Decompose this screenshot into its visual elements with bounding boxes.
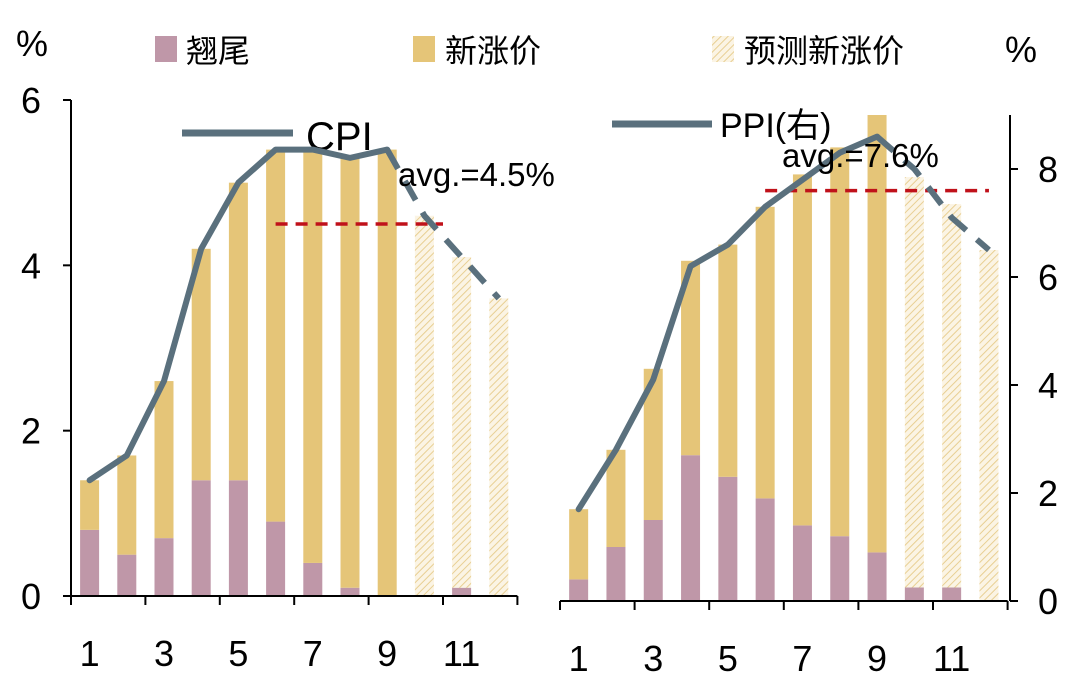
cpi-bar-carryover-3 <box>154 538 174 596</box>
cpi-y-tick-label: 6 <box>21 80 41 121</box>
ppi-bar-forecast-12 <box>979 250 999 601</box>
ppi-y-tick-label: 4 <box>1038 365 1058 406</box>
cpi-bar-carryover-7 <box>303 562 323 596</box>
cpi-bar-forecast-12 <box>489 298 509 596</box>
cpi-x-tick-label: 3 <box>154 633 174 674</box>
ppi-bar-new-increase-1 <box>569 509 589 580</box>
cpi-panel: 1 3 5 7 9 11 0 2 4 6 avg.=4.5% <box>21 80 555 674</box>
cpi-bar-new-increase-8 <box>340 157 360 588</box>
cpi-line-forecast <box>384 148 502 301</box>
cpi-bar-carryover-2 <box>117 554 137 596</box>
ppi-x-tick-label: 9 <box>867 638 887 679</box>
legend-swatch-carryover <box>155 36 177 62</box>
cpi-bar-carryover-11 <box>452 587 472 596</box>
cpi-x-tick-label: 7 <box>303 633 323 674</box>
right-unit-label: % <box>1005 29 1037 70</box>
cpi-avg-label: avg.=4.5% <box>398 156 555 193</box>
ppi-bar-carryover-3 <box>643 520 663 601</box>
cpi-bar-new-increase-5 <box>228 182 248 481</box>
ppi-avg-label: avg.=7.6% <box>782 137 939 174</box>
cpi-bar-forecast-11 <box>452 257 472 588</box>
ppi-bar-carryover-10 <box>904 587 924 601</box>
ppi-bar-new-increase-4 <box>681 260 701 456</box>
ppi-bar-new-increase-8 <box>830 147 850 537</box>
legend-label-new-increase: 新涨价 <box>445 32 541 70</box>
legend-label-forecast: 预测新涨价 <box>744 32 904 70</box>
cpi-x-tick-label: 11 <box>443 633 480 674</box>
legend-label-ppi: PPI(右) <box>720 107 831 145</box>
legend-swatch-forecast <box>712 36 734 62</box>
ppi-bar-carryover-4 <box>681 455 701 601</box>
cpi-bar-carryover-4 <box>191 480 211 596</box>
ppi-y-tick-label: 6 <box>1038 257 1058 298</box>
ppi-y-tick-label: 8 <box>1038 149 1058 190</box>
ppi-bar-carryover-2 <box>606 547 626 601</box>
ppi-panel: 1 3 5 7 9 11 0 2 4 6 8 avg.=7.6% <box>559 115 1058 679</box>
ppi-bar-carryover-9 <box>867 552 887 601</box>
ppi-x-tick-label: 1 <box>569 638 589 679</box>
ppi-line-forecast <box>875 134 991 253</box>
cpi-bar-new-increase-9 <box>377 149 397 596</box>
cpi-bar-new-increase-7 <box>303 149 323 563</box>
cpi-x-tick-label: 9 <box>377 633 397 674</box>
ppi-x-tick-label: 3 <box>643 638 663 679</box>
ppi-bar-new-increase-2 <box>606 449 626 547</box>
ppi-bar-new-increase-5 <box>718 244 738 477</box>
cpi-bar-carryover-1 <box>80 529 100 596</box>
cpi-bar-forecast-10 <box>414 215 434 596</box>
ppi-bar-carryover-7 <box>792 525 812 601</box>
ppi-bar-carryover-5 <box>718 476 738 601</box>
ppi-x-tick-label: 11 <box>933 638 970 679</box>
cpi-bar-carryover-5 <box>228 480 248 596</box>
ppi-bar-carryover-8 <box>830 536 850 601</box>
cpi-x-tick-label: 5 <box>228 633 248 674</box>
cpi-line-actual <box>86 146 391 484</box>
ppi-line-actual <box>575 133 881 513</box>
cpi-bar-new-increase-4 <box>191 248 211 481</box>
ppi-y-tick-label: 0 <box>1038 581 1058 622</box>
cpi-bar-new-increase-2 <box>117 455 137 555</box>
cpi-bar-new-increase-1 <box>80 480 100 530</box>
cpi-bar-new-increase-3 <box>154 381 174 539</box>
left-unit-label: % <box>16 23 48 64</box>
ppi-bar-carryover-1 <box>569 579 589 601</box>
ppi-bar-carryover-6 <box>755 498 775 601</box>
legend-label-carryover: 翘尾 <box>186 32 250 70</box>
cpi-x-tick-label: 1 <box>80 633 100 674</box>
ppi-x-tick-label: 5 <box>718 638 738 679</box>
ppi-bar-new-increase-7 <box>792 174 812 526</box>
cpi-y-tick-label: 2 <box>21 411 41 452</box>
cpi-bar-carryover-6 <box>266 521 286 596</box>
cpi-bar-new-increase-6 <box>266 149 286 522</box>
legend-swatch-new-increase <box>413 36 435 62</box>
legend: 翘尾 新涨价 预测新涨价 CPI PPI(右) <box>155 32 904 159</box>
ppi-bar-forecast-11 <box>942 204 962 588</box>
ppi-x-tick-label: 7 <box>792 638 812 679</box>
ppi-y-tick-label: 2 <box>1038 473 1058 514</box>
cpi-y-tick-label: 4 <box>21 245 41 286</box>
cpi-bar-carryover-8 <box>340 587 360 596</box>
ppi-bar-new-increase-6 <box>755 206 775 499</box>
cpi-y-tick-label: 0 <box>21 576 41 617</box>
ppi-bar-carryover-11 <box>942 587 962 601</box>
ppi-bar-new-increase-3 <box>643 368 663 520</box>
ppi-bar-forecast-10 <box>904 177 924 588</box>
ppi-bar-new-increase-9 <box>867 115 887 553</box>
